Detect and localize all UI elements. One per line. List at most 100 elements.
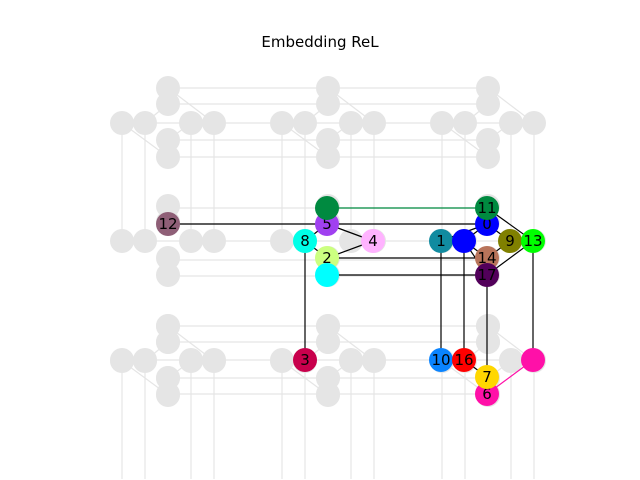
node-circle: [293, 348, 317, 372]
background-node: [316, 382, 340, 406]
node-label: 1: [436, 232, 446, 250]
node-7: 7: [475, 365, 499, 389]
node-label: 3: [300, 351, 310, 369]
node-label: 0: [482, 215, 492, 233]
background-node: [133, 111, 157, 135]
background-node: [156, 128, 180, 152]
background-node: [316, 92, 340, 116]
background-node: [202, 348, 226, 372]
background-node: [316, 145, 340, 169]
node-circle: [475, 263, 499, 287]
background-node: [202, 111, 226, 135]
node-label: 4: [368, 232, 378, 250]
node-circle: [521, 229, 545, 253]
node-label: 10: [431, 351, 450, 369]
node-label: 7: [482, 368, 492, 386]
background-node: [202, 229, 226, 253]
node-1: 1: [429, 229, 453, 253]
node-circle: [429, 229, 453, 253]
node-circle: [315, 263, 339, 287]
background-node: [270, 111, 294, 135]
node-u4: [521, 348, 545, 372]
figure-title: Embedding ReL: [261, 33, 379, 51]
node-label: 9: [505, 232, 515, 250]
node-10: 10: [429, 348, 453, 372]
background-node: [453, 111, 477, 135]
background-node: [270, 229, 294, 253]
node-circle: [452, 229, 476, 253]
node-13: 13: [521, 229, 545, 253]
node-17: 17: [475, 263, 499, 287]
background-node: [476, 128, 500, 152]
node-circle: [475, 196, 499, 220]
node-circle: [475, 246, 499, 270]
background-node: [110, 229, 134, 253]
node-12: 12: [156, 212, 180, 236]
background-node: [499, 111, 523, 135]
node-label: 13: [523, 232, 542, 250]
node-11: 11: [475, 196, 499, 220]
node-2: 2: [315, 246, 339, 270]
node-circle: [315, 196, 339, 220]
node-circle: [452, 348, 476, 372]
background-node: [339, 111, 363, 135]
node-8: 8: [293, 229, 317, 253]
background-node: [362, 348, 386, 372]
background-node: [476, 330, 500, 354]
background-node: [179, 111, 203, 135]
node-circle: [429, 348, 453, 372]
node-label: 8: [300, 232, 310, 250]
background-node: [316, 128, 340, 152]
node-circle: [498, 229, 522, 253]
node-label: 16: [454, 351, 473, 369]
node-circle: [475, 382, 499, 406]
node-label: 14: [477, 249, 496, 267]
background-node: [110, 111, 134, 135]
background-node: [499, 348, 523, 372]
background-node: [133, 348, 157, 372]
node-6: 6: [475, 382, 499, 406]
background-node: [430, 111, 454, 135]
node-circle: [315, 246, 339, 270]
background-node: [156, 382, 180, 406]
node-14: 14: [475, 246, 499, 270]
background-node: [156, 246, 180, 270]
background-node: [156, 145, 180, 169]
background-node: [316, 330, 340, 354]
background-node: [156, 330, 180, 354]
background-node: [156, 263, 180, 287]
node-label: 5: [322, 215, 332, 233]
node-u3: [315, 263, 339, 287]
node-label: 6: [482, 385, 492, 403]
node-9: 9: [498, 229, 522, 253]
node-3: 3: [293, 348, 317, 372]
node-circle: [293, 229, 317, 253]
background-node: [270, 348, 294, 372]
node-16: 16: [452, 348, 476, 372]
background-node: [133, 229, 157, 253]
background-node: [522, 111, 546, 135]
node-circle: [156, 212, 180, 236]
background-node: [156, 92, 180, 116]
node-label: 2: [322, 249, 332, 267]
background-node: [362, 111, 386, 135]
node-label: 12: [158, 215, 177, 233]
background-node: [476, 145, 500, 169]
node-label: 11: [477, 199, 496, 217]
node-u1: [452, 229, 476, 253]
background-node: [339, 348, 363, 372]
node-u2: [315, 196, 339, 220]
background-node: [110, 348, 134, 372]
background-node: [179, 229, 203, 253]
background-node: [476, 92, 500, 116]
background-node: [293, 111, 317, 135]
background-node: [179, 348, 203, 372]
node-circle: [361, 229, 385, 253]
node-label: 17: [477, 266, 496, 284]
node-circle: [475, 365, 499, 389]
node-circle: [521, 348, 545, 372]
node-4: 4: [361, 229, 385, 253]
